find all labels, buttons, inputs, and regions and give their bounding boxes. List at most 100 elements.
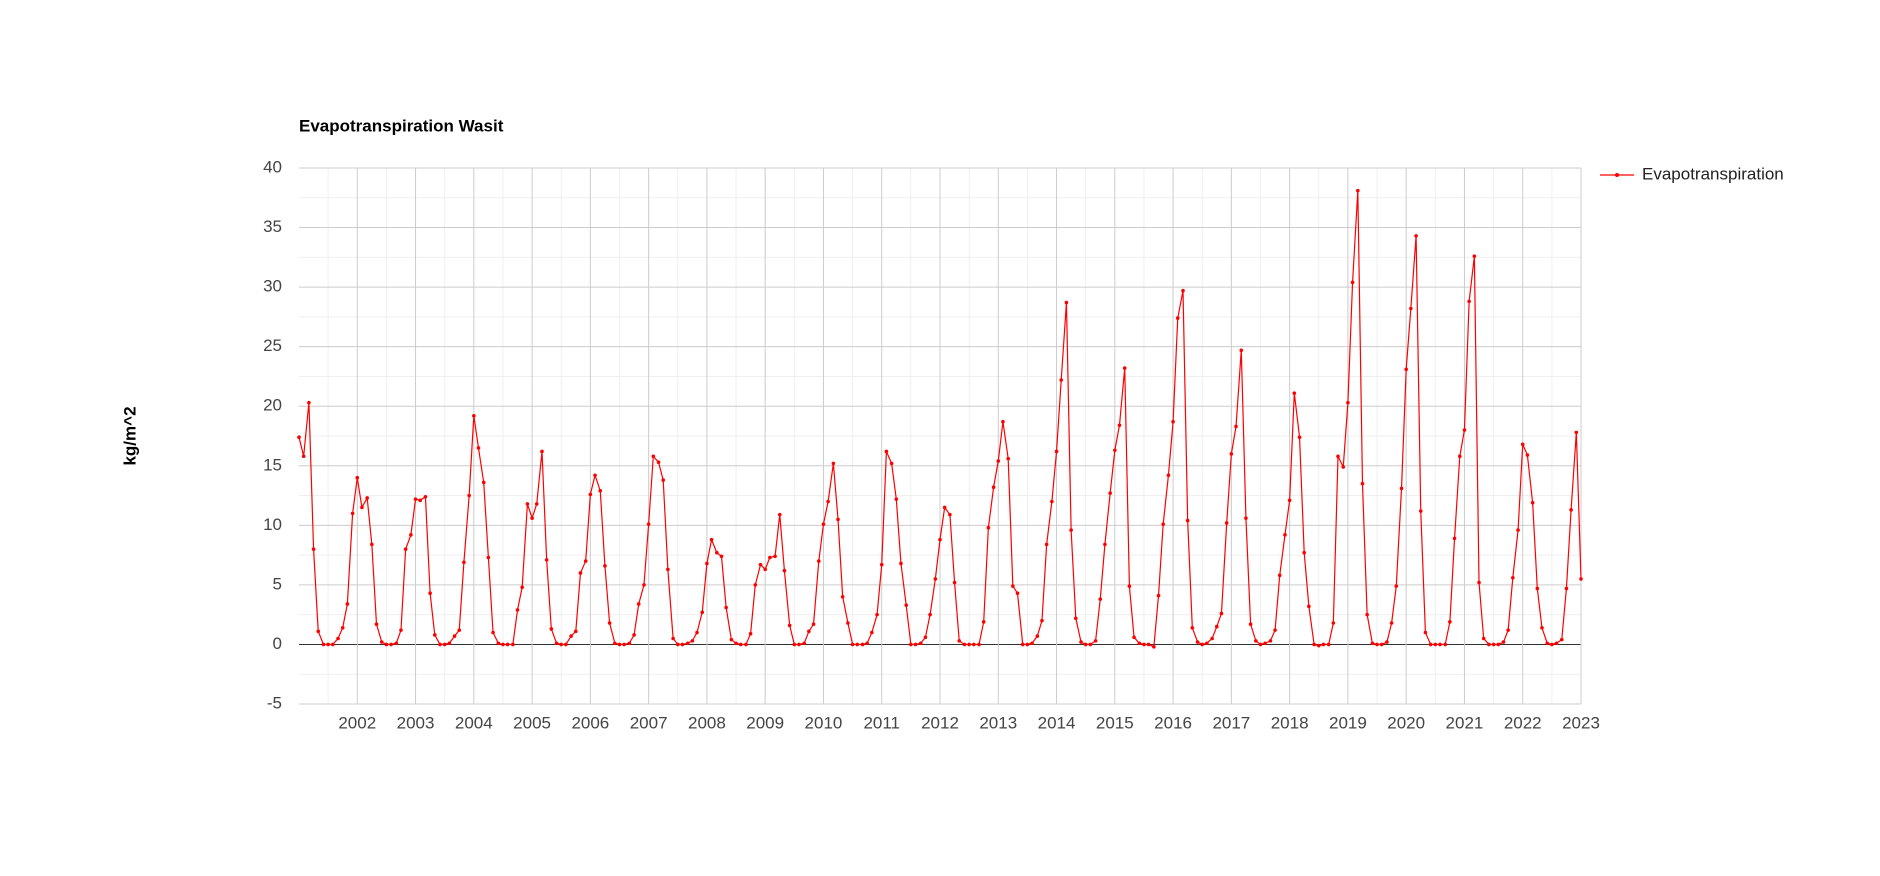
data-point bbox=[748, 631, 753, 636]
data-point bbox=[544, 558, 549, 562]
data-point bbox=[607, 621, 612, 625]
data-point bbox=[1448, 620, 1452, 624]
data-point bbox=[374, 622, 379, 626]
data-point bbox=[1283, 533, 1287, 537]
data-point bbox=[432, 633, 437, 637]
data-point bbox=[534, 502, 539, 506]
data-point bbox=[889, 461, 894, 466]
data-point bbox=[1467, 299, 1471, 304]
data-point bbox=[1200, 642, 1205, 647]
data-point bbox=[768, 555, 772, 560]
data-point bbox=[583, 559, 588, 563]
data-point bbox=[1496, 642, 1501, 647]
data-point bbox=[870, 630, 874, 635]
data-point bbox=[569, 634, 573, 638]
data-point bbox=[632, 633, 636, 637]
data-point bbox=[1569, 508, 1573, 512]
data-point bbox=[1389, 621, 1394, 625]
data-point bbox=[1059, 378, 1064, 382]
data-point bbox=[981, 620, 986, 624]
data-point bbox=[1336, 454, 1340, 459]
data-point bbox=[355, 475, 360, 480]
data-point bbox=[515, 608, 520, 612]
data-point bbox=[389, 642, 393, 647]
data-point bbox=[1175, 316, 1180, 320]
data-point bbox=[530, 516, 534, 520]
x-tick-label: 2019 bbox=[1329, 713, 1367, 732]
data-point bbox=[1414, 234, 1418, 238]
data-point bbox=[1234, 424, 1238, 429]
data-point bbox=[744, 642, 748, 647]
data-point bbox=[481, 480, 486, 485]
data-point bbox=[1214, 624, 1219, 629]
data-point bbox=[1428, 642, 1433, 647]
data-point bbox=[496, 641, 501, 646]
data-point bbox=[1559, 637, 1564, 642]
data-point bbox=[350, 511, 355, 516]
y-tick-label: 20 bbox=[263, 396, 282, 415]
data-point bbox=[977, 642, 981, 647]
data-point bbox=[409, 533, 413, 537]
data-point bbox=[1385, 640, 1389, 644]
data-point bbox=[1457, 454, 1462, 459]
data-point bbox=[1394, 584, 1399, 588]
data-point bbox=[573, 629, 578, 634]
data-point bbox=[617, 642, 622, 647]
data-point bbox=[1418, 509, 1423, 513]
data-point bbox=[1452, 536, 1457, 541]
data-point bbox=[957, 639, 962, 643]
y-tick-label: 25 bbox=[263, 336, 282, 355]
x-tick-label: 2017 bbox=[1212, 713, 1250, 732]
data-point bbox=[472, 413, 476, 418]
data-point bbox=[879, 562, 884, 567]
data-point bbox=[1506, 628, 1510, 632]
x-tick-label: 2008 bbox=[688, 713, 726, 732]
data-point bbox=[486, 555, 491, 560]
y-tick-label: 15 bbox=[263, 455, 282, 474]
data-point bbox=[1229, 452, 1234, 456]
data-point bbox=[442, 642, 447, 647]
data-point bbox=[1409, 306, 1413, 311]
data-point bbox=[476, 446, 481, 450]
data-point bbox=[1011, 584, 1015, 588]
data-point bbox=[1579, 577, 1583, 581]
data-point bbox=[1156, 593, 1161, 598]
data-point bbox=[938, 537, 942, 542]
data-point bbox=[1360, 481, 1365, 486]
data-point bbox=[1525, 453, 1530, 457]
data-point bbox=[705, 561, 709, 566]
data-point bbox=[821, 522, 826, 526]
x-tick-label: 2023 bbox=[1562, 713, 1600, 732]
y-axis-label: kg/m^2 bbox=[120, 406, 139, 465]
data-point bbox=[511, 642, 515, 647]
data-point bbox=[1161, 522, 1165, 526]
data-point bbox=[962, 642, 967, 647]
data-point bbox=[1040, 618, 1044, 623]
data-point bbox=[826, 499, 830, 504]
data-point bbox=[1122, 366, 1127, 370]
data-point bbox=[1530, 500, 1535, 505]
data-point bbox=[1073, 616, 1078, 621]
data-point bbox=[627, 641, 632, 646]
data-point bbox=[1350, 280, 1355, 285]
data-point bbox=[564, 642, 568, 647]
data-point bbox=[1346, 400, 1350, 405]
data-point bbox=[1117, 423, 1122, 428]
data-point bbox=[753, 583, 758, 587]
data-point bbox=[1540, 625, 1544, 630]
data-point bbox=[1472, 254, 1477, 258]
data-point bbox=[782, 568, 787, 573]
data-point bbox=[1171, 419, 1175, 424]
data-point bbox=[578, 571, 583, 575]
data-point bbox=[1224, 521, 1229, 525]
data-point bbox=[904, 603, 909, 607]
data-point bbox=[1108, 491, 1112, 495]
data-point bbox=[1550, 642, 1554, 647]
data-point bbox=[942, 505, 947, 510]
data-point bbox=[933, 577, 938, 581]
data-point bbox=[661, 478, 666, 482]
data-point bbox=[797, 642, 801, 647]
data-point bbox=[365, 496, 369, 500]
data-point bbox=[423, 494, 428, 499]
